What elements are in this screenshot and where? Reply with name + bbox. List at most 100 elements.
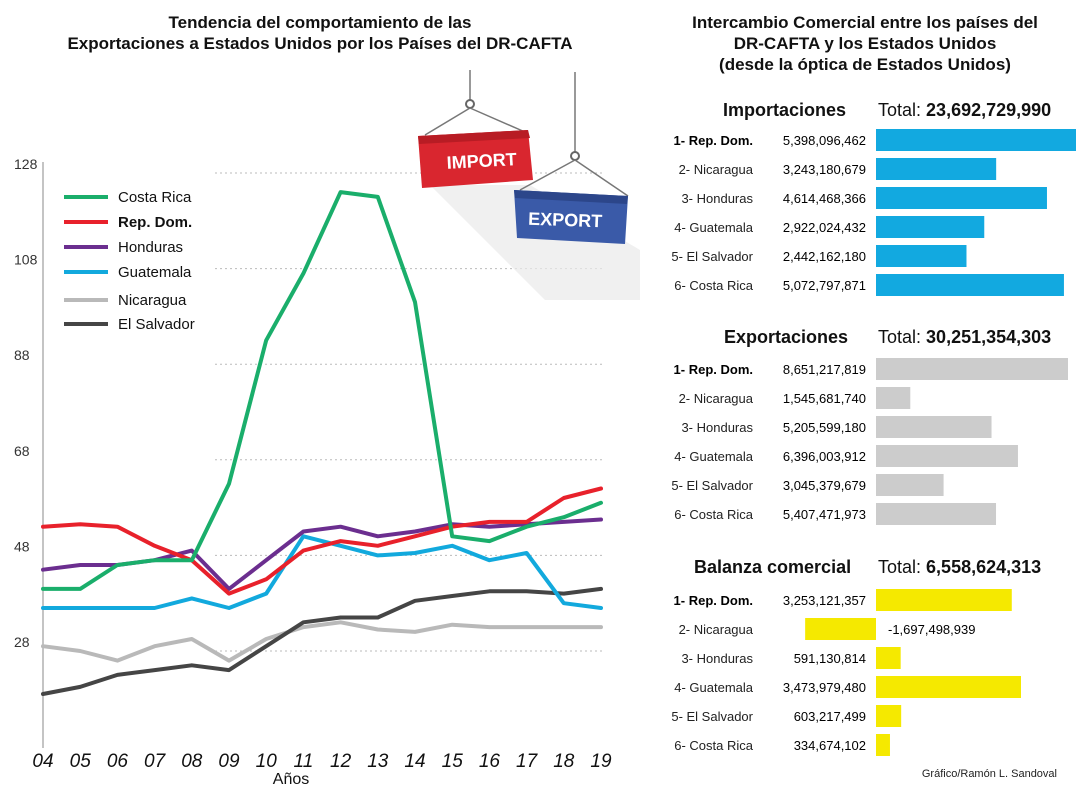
legend-label: Costa Rica (118, 189, 192, 206)
y-tick-label: 88 (14, 347, 30, 363)
export-container (514, 190, 628, 244)
containers-illustration: IMPORT EXPORT (418, 70, 640, 300)
import-container-rim (418, 130, 530, 144)
line-chart: 28 48 68 88 108 128 04 05 06 07 08 09 10 11 12 13 14 15 1… (14, 70, 640, 788)
x-tick-layer: 04 05 06 07 08 09 10 11 12 13 14 15 16 17 18 19 (32, 751, 612, 772)
export-total-label: Total: (878, 327, 922, 347)
row-value: 603,217,499 (794, 709, 866, 724)
row-value: 591,130,814 (794, 651, 866, 666)
x-tick-label: 05 (70, 751, 92, 772)
legend-label: Rep. Dom. (118, 214, 192, 231)
export-total-value: 30,251,354,303 (926, 327, 1052, 347)
x-tick-label: 13 (367, 751, 389, 772)
trade-title-line-2: DR-CAFTA y los Estados Unidos (733, 34, 997, 53)
bar-balanza (876, 705, 902, 727)
series-line-el-salvador (41, 586, 603, 696)
x-tick-label: 06 (107, 751, 129, 772)
series-line-nicaragua (41, 620, 603, 663)
legend-label: Nicaragua (118, 292, 187, 309)
row-label: 3- Honduras (681, 420, 753, 435)
row-label: 3- Honduras (681, 651, 753, 666)
export-total: Total: 30,251,354,303 (878, 327, 1051, 348)
row-value: 3,045,379,679 (783, 478, 866, 493)
row-label: 5- El Salvador (671, 249, 753, 264)
trade-title: Intercambio Comercial entre los países d… (650, 12, 1080, 75)
x-tick-label: 18 (553, 751, 575, 772)
export-sling-right (574, 159, 629, 197)
row-label: 6- Costa Rica (674, 278, 754, 293)
row-label: 2- Nicaragua (679, 162, 754, 177)
legend-label: Honduras (118, 239, 183, 256)
row-label: 5- El Salvador (671, 478, 753, 493)
y-tick-label: 48 (14, 538, 30, 554)
row-value: -1,697,498,939 (888, 622, 975, 637)
credit: Gráfico/Ramón L. Sandoval (921, 768, 1057, 780)
row-value: 1,545,681,740 (783, 391, 866, 406)
import-total-label: Total: (878, 100, 922, 120)
container-shadow (430, 185, 640, 300)
x-tick-label: 19 (590, 751, 612, 772)
bar-exportaciones (876, 474, 944, 496)
row-value: 4,614,468,366 (783, 191, 866, 206)
row-label: 4- Guatemala (674, 449, 754, 464)
legend-label: Guatemala (118, 264, 192, 281)
balance-total: Total: 6,558,624,313 (878, 557, 1041, 578)
bar-balanza (876, 647, 901, 669)
row-label: 4- Guatemala (674, 220, 754, 235)
row-value: 5,407,471,973 (783, 507, 866, 522)
row-value: 5,072,797,871 (783, 278, 866, 293)
row-label: 2- Nicaragua (679, 622, 754, 637)
row-value: 5,398,096,462 (783, 133, 866, 148)
row-value: 3,243,180,679 (783, 162, 866, 177)
import-sling-left (424, 107, 471, 136)
row-label: 5- El Salvador (671, 709, 753, 724)
bar-balanza (876, 676, 1021, 698)
x-tick-label: 12 (330, 751, 352, 772)
row-value: 6,396,003,912 (783, 449, 866, 464)
x-tick-label: 14 (404, 751, 425, 772)
row-label: 1- Rep. Dom. (674, 593, 753, 608)
y-tick-label: 128 (14, 156, 38, 172)
trade-title-line-3: (desde la óptica de Estados Unidos) (719, 55, 1011, 74)
x-tick-label: 11 (294, 751, 314, 772)
series-line-guatemala (41, 534, 603, 610)
legend-label: El Salvador (118, 316, 195, 333)
bar-balanza (876, 589, 1012, 611)
balance-section-title: Balanza comercial (694, 557, 852, 577)
import-sling-right (469, 107, 526, 133)
export-sling-left (519, 159, 576, 191)
balance-total-label: Total: (878, 557, 922, 577)
line-chart-title: Tendencia del comportamiento de las Expo… (20, 12, 620, 54)
bar-balanza (876, 734, 890, 756)
y-tick-label: 68 (14, 443, 30, 459)
x-axis-title: Años (273, 771, 309, 788)
series-line-rep-dom- (41, 486, 603, 596)
row-label: 6- Costa Rica (674, 507, 754, 522)
bar-exportaciones (876, 358, 1068, 380)
row-value: 3,253,121,357 (783, 593, 866, 608)
import-total-value: 23,692,729,990 (926, 100, 1052, 120)
series-layer (41, 190, 603, 696)
bar-importaciones (876, 216, 985, 238)
y-tick-layer: 28 48 68 88 108 128 (14, 156, 38, 650)
export-section-title: Exportaciones (724, 327, 849, 347)
row-label: 4- Guatemala (674, 680, 754, 695)
x-tick-label: 17 (516, 751, 539, 772)
bar-importaciones (876, 245, 967, 267)
bar-importaciones (876, 158, 997, 180)
bar-importaciones (876, 187, 1047, 209)
import-section-title: Importaciones (723, 100, 847, 120)
export-label: EXPORT (528, 209, 603, 232)
x-tick-label: 09 (218, 751, 240, 772)
x-tick-label: 08 (181, 751, 203, 772)
bar-balanza (805, 618, 876, 640)
x-tick-label: 15 (442, 751, 464, 772)
x-tick-label: 07 (144, 751, 167, 772)
bars-layer: 1- Rep. Dom. 5,398,096,462 2- Nicaragua 3,2… (671, 129, 1076, 756)
import-label: IMPORT (446, 149, 517, 173)
line-chart-title-line-1: Tendencia del comportamiento de las (168, 13, 472, 32)
bar-exportaciones (876, 387, 911, 409)
row-label: 6- Costa Rica (674, 738, 754, 753)
row-label: 2- Nicaragua (679, 391, 754, 406)
row-value: 3,473,979,480 (783, 680, 866, 695)
